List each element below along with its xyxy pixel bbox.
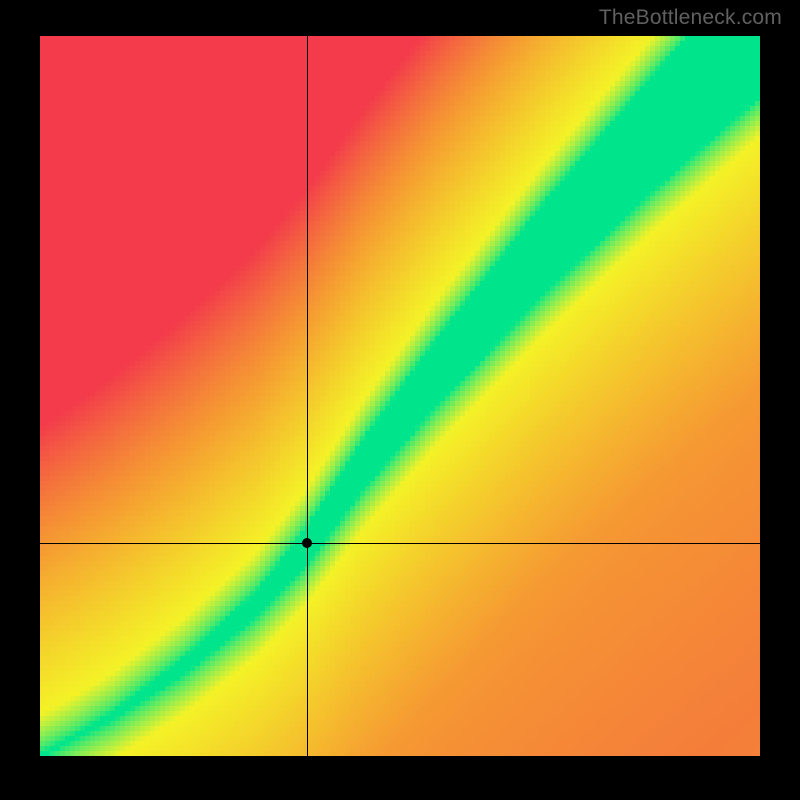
crosshair-horizontal	[40, 543, 760, 544]
watermark-text: TheBottleneck.com	[599, 6, 782, 30]
crosshair-vertical	[307, 36, 308, 756]
heatmap-plot	[40, 36, 760, 756]
heatmap-canvas	[40, 36, 760, 756]
crosshair-marker	[302, 538, 312, 548]
chart-container: TheBottleneck.com	[0, 0, 800, 800]
